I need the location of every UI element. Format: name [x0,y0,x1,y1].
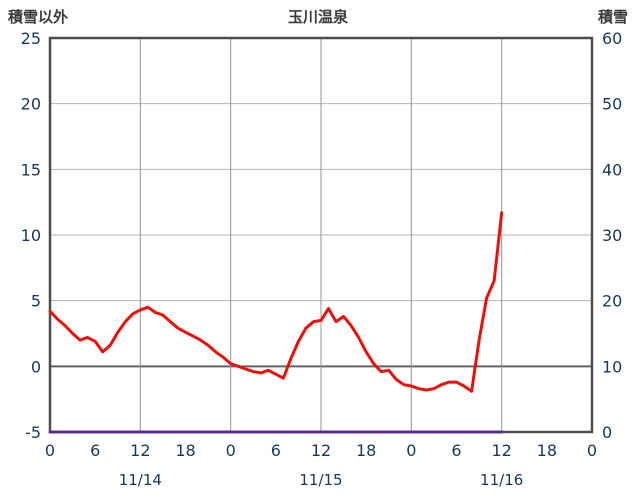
svg-text:0: 0 [226,441,236,460]
svg-text:60: 60 [602,29,622,48]
svg-text:6: 6 [271,441,281,460]
svg-text:10: 10 [21,226,41,245]
svg-text:25: 25 [21,29,41,48]
right-axis-title: 積雪 [597,8,628,26]
svg-text:0: 0 [31,357,41,376]
svg-text:6: 6 [451,441,461,460]
svg-text:15: 15 [21,160,41,179]
svg-text:18: 18 [356,441,376,460]
svg-text:30: 30 [602,226,622,245]
svg-text:18: 18 [537,441,557,460]
svg-text:0: 0 [406,441,416,460]
svg-text:11/14: 11/14 [119,471,162,489]
svg-text:11/15: 11/15 [299,471,342,489]
svg-text:18: 18 [175,441,195,460]
svg-text:20: 20 [21,95,41,114]
svg-text:12: 12 [491,441,511,460]
chart-title: 玉川温泉 [287,8,348,26]
svg-text:-5: -5 [25,423,41,442]
svg-text:0: 0 [45,441,55,460]
svg-text:12: 12 [130,441,150,460]
svg-text:11/16: 11/16 [480,471,523,489]
left-axis-title: 積雪以外 [8,8,69,26]
svg-text:6: 6 [90,441,100,460]
svg-text:0: 0 [602,423,612,442]
svg-text:5: 5 [31,292,41,311]
svg-text:10: 10 [602,357,622,376]
svg-text:40: 40 [602,160,622,179]
svg-text:20: 20 [602,292,622,311]
svg-text:50: 50 [602,95,622,114]
svg-text:0: 0 [587,441,597,460]
svg-text:12: 12 [311,441,331,460]
